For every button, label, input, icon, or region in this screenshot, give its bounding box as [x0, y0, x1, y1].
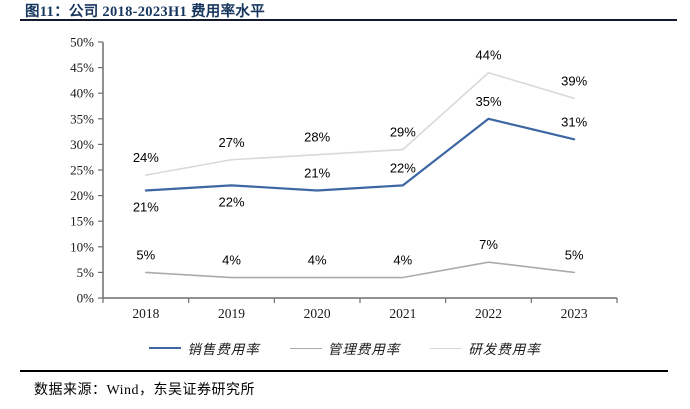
y-tick-label: 45%	[70, 60, 94, 75]
title-divider	[20, 19, 677, 21]
y-tick-label: 5%	[77, 265, 95, 280]
y-tick-label: 15%	[70, 214, 94, 229]
y-tick-label: 10%	[70, 239, 94, 254]
data-label-销售费用率: 21%	[304, 165, 330, 180]
data-label-销售费用率: 21%	[133, 199, 159, 214]
legend-item-销售费用率: 销售费用率	[149, 338, 260, 358]
chart-legend: 销售费用率 管理费用率 研发费用率	[0, 338, 690, 358]
data-label-管理费用率: 5%	[136, 247, 155, 262]
data-label-管理费用率: 5%	[565, 247, 584, 262]
legend-line-swatch	[149, 347, 182, 349]
data-label-研发费用率: 44%	[475, 48, 501, 63]
series-line-研发费用率	[145, 71, 575, 176]
expense-ratio-line-chart: 0% 5% 10% 15% 20% 25% 30% 35% 40% 45% 50% 2018 2019 2…	[70, 35, 618, 321]
data-label-研发费用率: 27%	[218, 135, 244, 150]
x-category-label: 2020	[304, 306, 331, 321]
y-tick-label: 20%	[70, 188, 94, 203]
legend-line-swatch	[289, 347, 322, 349]
y-tick-label: 25%	[70, 163, 94, 178]
data-label-销售费用率: 22%	[218, 194, 244, 209]
data-label-销售费用率: 22%	[390, 160, 416, 175]
data-label-销售费用率: 31%	[561, 114, 587, 129]
y-tick-label: 30%	[70, 137, 94, 152]
data-label-管理费用率: 7%	[479, 237, 498, 252]
data-label-销售费用率: 35%	[475, 94, 501, 109]
data-label-管理费用率: 4%	[308, 253, 327, 268]
footer-divider	[20, 370, 668, 372]
data-label-管理费用率: 4%	[393, 253, 412, 268]
x-category-label: 2022	[475, 306, 502, 321]
legend-label: 研发费用率	[468, 342, 541, 357]
x-category-label: 2023	[561, 306, 588, 321]
series-line-销售费用率	[144, 117, 576, 192]
legend-item-管理费用率: 管理费用率	[289, 338, 401, 358]
x-category-label: 2018	[132, 306, 159, 321]
data-source-note: 数据来源：Wind，东吴证券研究所	[34, 383, 256, 398]
figure-title: 图11：公司 2018-2023H1 费用率水平	[25, 4, 266, 20]
y-tick-label: 50%	[70, 35, 94, 50]
legend-line-swatch	[430, 347, 463, 349]
y-tick-label: 0%	[77, 291, 95, 306]
series-line-管理费用率	[145, 261, 575, 279]
data-label-研发费用率: 24%	[133, 150, 159, 165]
x-category-label: 2019	[218, 306, 245, 321]
data-label-管理费用率: 4%	[222, 253, 241, 268]
data-label-研发费用率: 29%	[390, 125, 416, 140]
y-tick-label: 40%	[70, 86, 94, 101]
legend-label: 销售费用率	[187, 342, 260, 357]
data-label-研发费用率: 39%	[561, 73, 587, 88]
legend-item-研发费用率: 研发费用率	[430, 338, 541, 358]
data-label-研发费用率: 28%	[304, 130, 330, 145]
y-tick-label: 35%	[70, 111, 94, 126]
x-category-label: 2021	[389, 306, 416, 321]
legend-label: 管理费用率	[327, 342, 401, 357]
